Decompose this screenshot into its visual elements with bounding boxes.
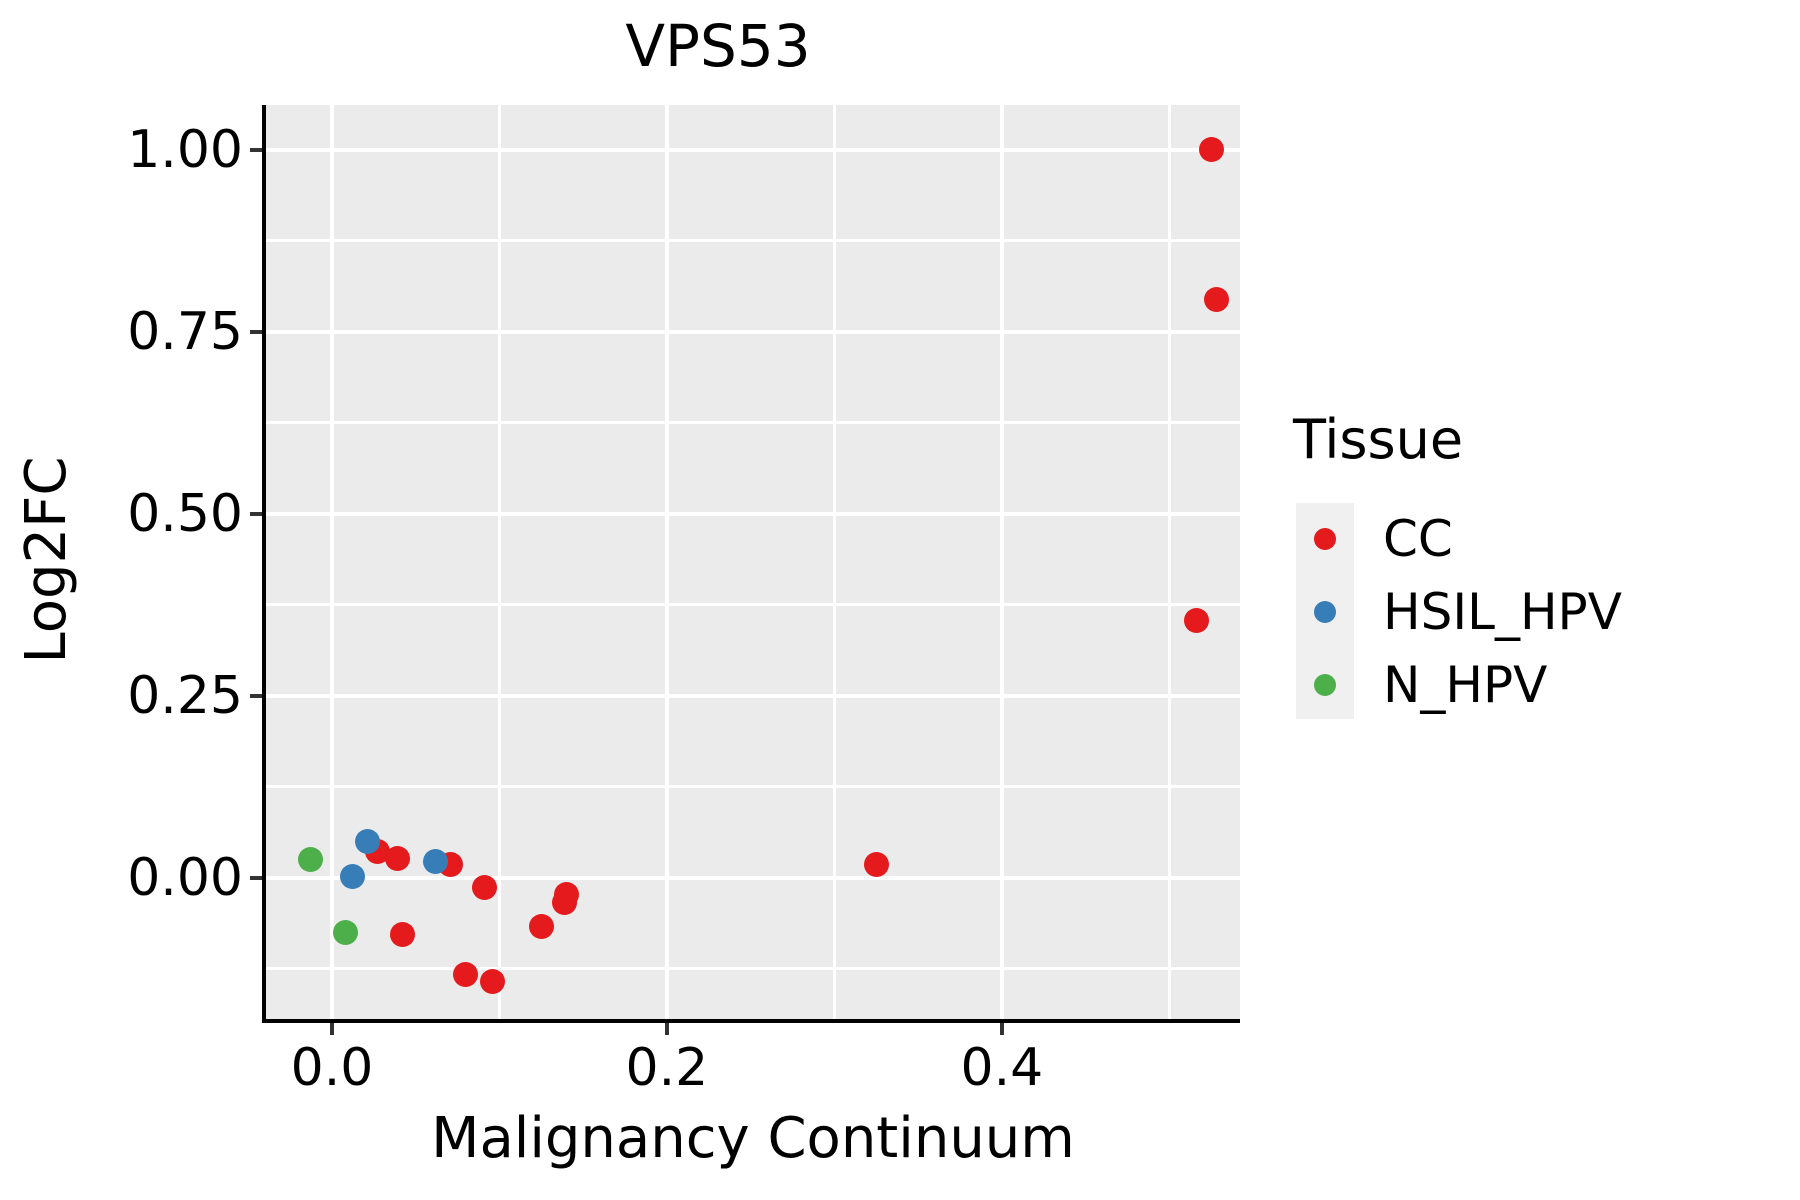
legend-key-N_HPV [1314, 674, 1336, 696]
legend-label-HSIL_HPV: HSIL_HPV [1383, 583, 1622, 641]
y-major-gridline [266, 875, 1240, 880]
data-point-CC [384, 845, 410, 871]
y-major-gridline [266, 329, 1240, 334]
data-point-HSIL_HPV [423, 849, 449, 875]
y-axis-line [262, 105, 266, 1023]
x-minor-gridline [832, 105, 836, 1019]
data-point-CC [1203, 286, 1229, 312]
x-major-gridline [664, 105, 669, 1019]
y-minor-gridline [266, 967, 1240, 971]
y-tick-mark [250, 693, 262, 698]
x-tick-mark [329, 1023, 334, 1035]
data-point-CC [389, 921, 415, 947]
x-major-gridline [329, 105, 334, 1019]
x-tick-label: 0.0 [290, 1038, 374, 1098]
y-tick-mark [250, 511, 262, 516]
data-point-CC [471, 874, 497, 900]
legend-key-HSIL_HPV [1314, 601, 1336, 623]
plot-panel [266, 105, 1240, 1019]
data-point-N_HPV [297, 847, 323, 873]
data-point-CC [863, 851, 889, 877]
y-major-gridline [266, 511, 1240, 516]
legend-key-CC [1314, 528, 1336, 550]
y-minor-gridline [266, 239, 1240, 243]
x-tick-label: 0.4 [960, 1038, 1044, 1098]
data-point-CC [480, 968, 506, 994]
x-minor-gridline [1167, 105, 1171, 1019]
x-axis-line [262, 1019, 1240, 1023]
x-tick-mark [664, 1023, 669, 1035]
data-point-CC [1183, 607, 1209, 633]
y-tick-label: 0.00 [127, 847, 243, 908]
data-point-CC [528, 913, 554, 939]
x-tick-mark [999, 1023, 1004, 1035]
y-tick-mark [250, 329, 262, 334]
data-point-HSIL_HPV [339, 864, 365, 890]
data-point-CC [1198, 137, 1224, 163]
y-tick-label: 0.50 [127, 483, 243, 544]
data-point-CC [453, 961, 479, 987]
data-point-CC [552, 889, 578, 915]
y-tick-label: 0.75 [127, 301, 243, 362]
y-tick-label: 0.25 [127, 665, 243, 726]
y-tick-mark [250, 875, 262, 880]
plot-title: VPS53 [625, 12, 811, 80]
x-tick-label: 0.2 [625, 1038, 709, 1098]
y-tick-mark [250, 147, 262, 152]
legend-title: Tissue [1293, 408, 1464, 471]
y-minor-gridline [266, 785, 1240, 789]
data-point-N_HPV [332, 920, 358, 946]
y-minor-gridline [266, 421, 1240, 425]
x-major-gridline [999, 105, 1004, 1019]
x-minor-gridline [497, 105, 501, 1019]
y-major-gridline [266, 693, 1240, 698]
x-axis-title: Malignancy Continuum [431, 1106, 1075, 1171]
legend-label-CC: CC [1383, 510, 1453, 568]
data-point-HSIL_HPV [354, 829, 380, 855]
y-minor-gridline [266, 603, 1240, 607]
y-tick-label: 1.00 [127, 119, 243, 180]
y-major-gridline [266, 147, 1240, 152]
legend-label-N_HPV: N_HPV [1383, 656, 1548, 714]
